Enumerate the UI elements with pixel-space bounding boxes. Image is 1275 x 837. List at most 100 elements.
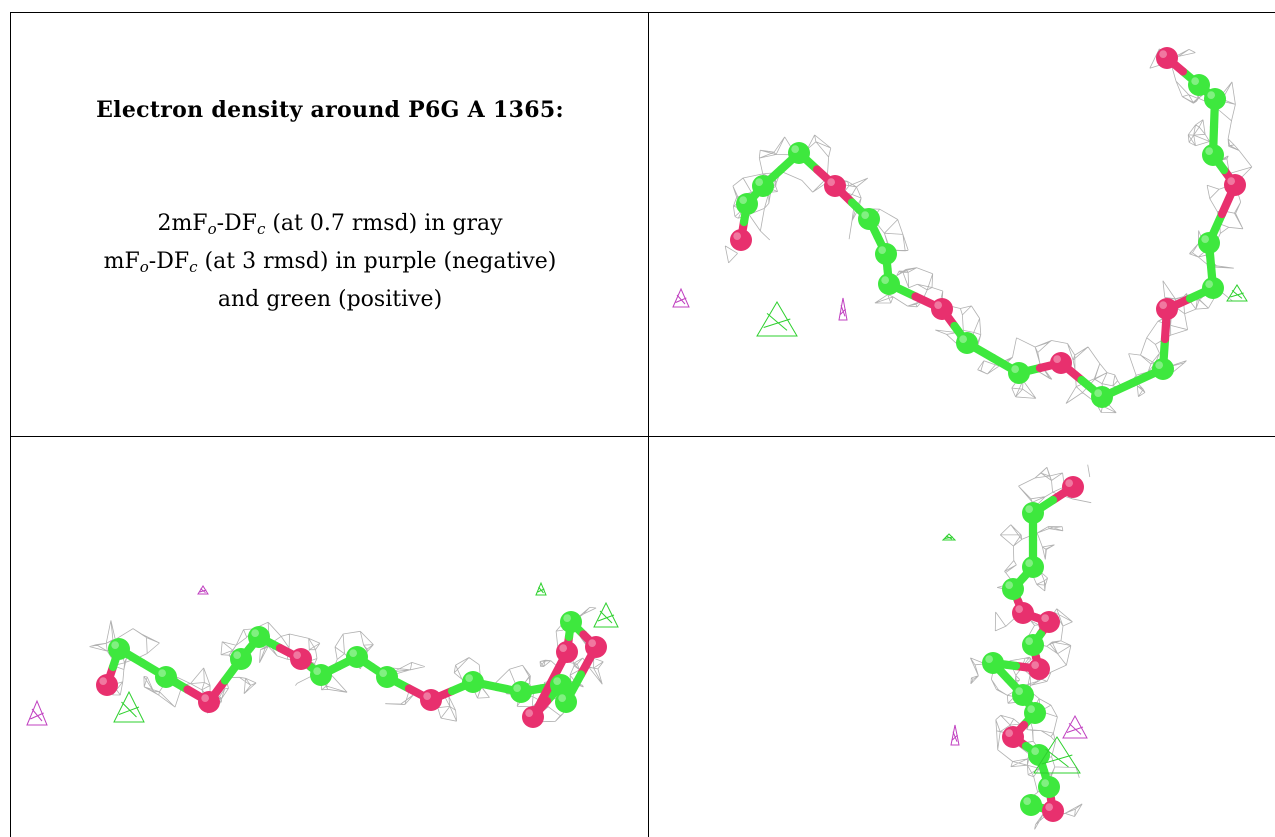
positive-density-blob-lines [593,601,619,628]
table-border-left [10,12,11,837]
atom-highlight [1065,479,1073,487]
carbon-atom [462,671,484,693]
density-view-svg [26,581,619,728]
oxygen-atom [198,691,220,713]
negative-density-blob-lines [1062,714,1088,739]
carbon-atom [310,664,332,686]
atom-highlight [1031,661,1039,669]
atom-highlight [1023,797,1031,805]
carbon-atom [1202,277,1224,299]
carbon-atom [752,175,774,197]
atom-highlight [559,644,568,652]
atom-highlight [1041,779,1049,787]
carbon-atom [1024,702,1046,724]
atom-highlight [1025,637,1033,645]
negative-density-blob-lines [672,287,690,308]
atom-highlight [558,694,567,702]
atom-highlight [158,669,166,677]
oxygen-atom [730,229,752,251]
carbon-atom [346,646,368,668]
oxygen-atom [522,706,544,728]
positive-density-blob [593,601,619,628]
oxygen-atom [290,648,312,670]
positive-density-blob [941,533,957,541]
atom-highlight [553,677,562,685]
atom-highlight [233,651,241,659]
atom-highlight [1205,280,1213,288]
positive-density-blob [535,581,547,596]
atom-highlight [934,301,942,309]
atom-highlight [465,674,473,682]
table-border-middle [10,436,1275,437]
atom-highlight [588,639,597,647]
atom-highlight [1015,687,1023,695]
carbon-atom [858,208,880,230]
positive-density-blob [756,301,798,337]
carbon-atom [155,666,177,688]
atom-highlight [1205,147,1213,155]
legend-text: 2mFo-DFc (at 0.7 rmsd) in gray mFo-DFc (… [11,205,648,319]
atom-highlight [1201,235,1209,243]
carbon-atom [1020,794,1042,816]
atom-highlight [1005,581,1013,589]
table-border-center [648,12,649,837]
positive-density-blob-lines [535,581,547,596]
oxygen-atom [96,674,118,696]
molecule-model [982,476,1084,822]
carbon-atom [1002,578,1024,600]
atom-highlight [1005,729,1013,737]
carbon-atom [956,332,978,354]
atom-highlight [293,651,301,659]
negative-density-blob [26,699,48,726]
atom-highlight [1159,50,1167,59]
carbon-atom [550,674,572,696]
atom-highlight [1155,361,1163,369]
negative-density-blob-lines [950,724,960,746]
oxygen-atom [931,298,953,320]
carbon-atom [376,666,398,688]
atom-highlight [1025,559,1033,567]
view-bottom-right [649,437,1275,837]
positive-density-blob [1226,284,1248,302]
carbon-atom [1022,556,1044,578]
oxygen-atom [1028,658,1050,680]
carbon-atom [1091,386,1113,408]
atom-highlight [1045,803,1053,811]
oxygen-atom [585,636,607,658]
carbon-atom [1204,88,1226,110]
atom-highlight [513,684,521,692]
positive-density-blob [1033,736,1081,774]
positive-density-blob-lines [941,533,957,541]
atom-highlight [739,196,747,204]
table-border-top [10,12,1275,13]
oxygen-atom [1224,174,1246,196]
carbon-atom [560,611,582,633]
atom-highlight [1227,177,1235,185]
atom-highlight [1015,605,1023,613]
atom-highlight [423,692,431,700]
legend-line-3: and green (positive) [217,287,443,312]
atom-highlight [878,246,886,254]
atom-highlight [959,335,967,343]
carbon-atom [982,652,1004,674]
carbon-atom [1022,502,1044,524]
atom-highlight [525,709,534,717]
atom-highlight [791,145,799,153]
oxygen-atom [1062,476,1084,498]
negative-density-blob [197,585,209,595]
oxygen-atom [1156,298,1178,320]
carbon-atom [878,273,900,295]
negative-density-blob-lines [838,297,848,321]
atom-highlight [563,614,572,622]
atom-highlight [1027,705,1035,713]
atom-highlight [1041,614,1049,622]
atom-highlight [201,694,209,702]
figure-table: Electron density around P6G A 1365: 2mFo… [10,12,1275,837]
atom-highlight [1025,505,1033,513]
density-view-svg [672,47,1253,414]
negative-density-blob [838,297,848,321]
caption-cell: Electron density around P6G A 1365: 2mFo… [11,13,648,436]
atom-highlight [99,677,107,685]
carbon-atom [1012,684,1034,706]
carbon-atom [1022,634,1044,656]
